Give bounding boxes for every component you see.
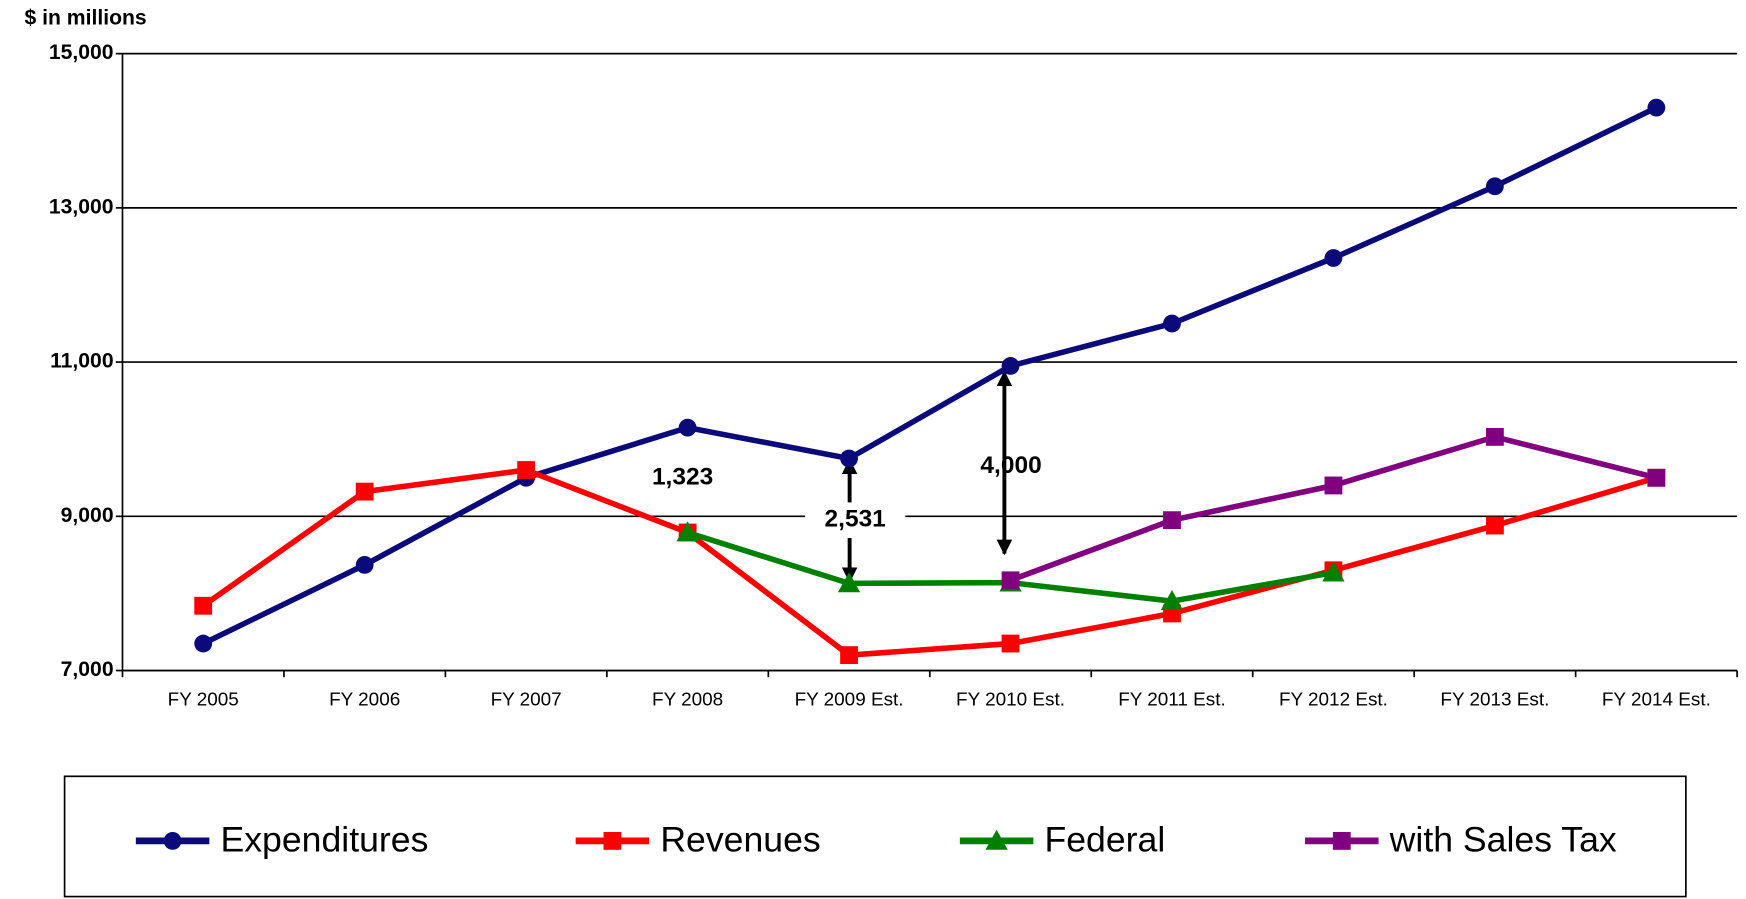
point <box>1001 571 1020 590</box>
x-tick-label: FY 2006 <box>329 690 400 711</box>
point <box>194 596 213 615</box>
annotation: 4,000 <box>980 452 1041 479</box>
point <box>355 482 374 501</box>
legend-label: with Sales Tax <box>1389 819 1617 859</box>
series-line <box>201 467 1658 658</box>
point <box>194 634 213 653</box>
point <box>1001 634 1020 653</box>
x-tick-label: FY 2012 Est. <box>1279 690 1388 711</box>
y-tick-label: 9,000 <box>61 504 114 527</box>
y-tick-label: 13,000 <box>49 195 114 218</box>
series <box>194 461 1666 665</box>
point <box>1163 314 1181 333</box>
point <box>985 829 1008 850</box>
point <box>1332 831 1351 850</box>
x-tick-label: FY 2007 <box>491 690 562 711</box>
legend-label: Federal <box>1044 819 1165 859</box>
x-tick-label: FY 2011 Est. <box>1118 690 1226 711</box>
point <box>1485 516 1504 535</box>
point <box>355 555 374 574</box>
y-axis-label: $ in millions <box>24 7 146 30</box>
point <box>517 461 536 479</box>
series-line <box>201 105 1658 647</box>
point <box>1485 177 1504 196</box>
point <box>1324 249 1343 267</box>
point <box>1647 468 1666 487</box>
point <box>840 449 858 468</box>
point <box>1001 357 1020 375</box>
point <box>840 646 858 665</box>
point <box>1322 561 1345 582</box>
annotation-bg <box>805 502 906 539</box>
x-tick-label: FY 2013 Est. <box>1440 690 1549 711</box>
point <box>676 521 699 542</box>
point <box>678 418 697 437</box>
y-tick-label: 15,000 <box>49 41 114 64</box>
y-tick-label: 11,000 <box>50 350 113 373</box>
x-tick-label: FY 2009 Est. <box>795 690 904 711</box>
point <box>1160 589 1184 611</box>
annotation: 1,323 <box>652 463 713 490</box>
point <box>1485 427 1504 446</box>
x-tick-label: FY 2010 Est. <box>956 690 1065 711</box>
x-tick-label: FY 2008 <box>652 690 723 711</box>
point <box>1647 98 1666 117</box>
point <box>1163 511 1181 530</box>
point <box>603 831 622 850</box>
legend-label: Expenditures <box>220 819 428 859</box>
point <box>1324 476 1343 495</box>
series <box>1001 427 1666 590</box>
legend-box <box>63 775 1687 898</box>
legend-label: Revenues <box>660 819 820 859</box>
point <box>163 831 182 850</box>
point <box>837 572 861 593</box>
series <box>194 98 1666 653</box>
x-tick-label: FY 2005 <box>168 690 239 711</box>
annotation: 2,531 <box>825 506 886 533</box>
y-tick-label: 7,000 <box>61 658 114 681</box>
x-tick-label: FY 2014 Est. <box>1602 690 1711 711</box>
